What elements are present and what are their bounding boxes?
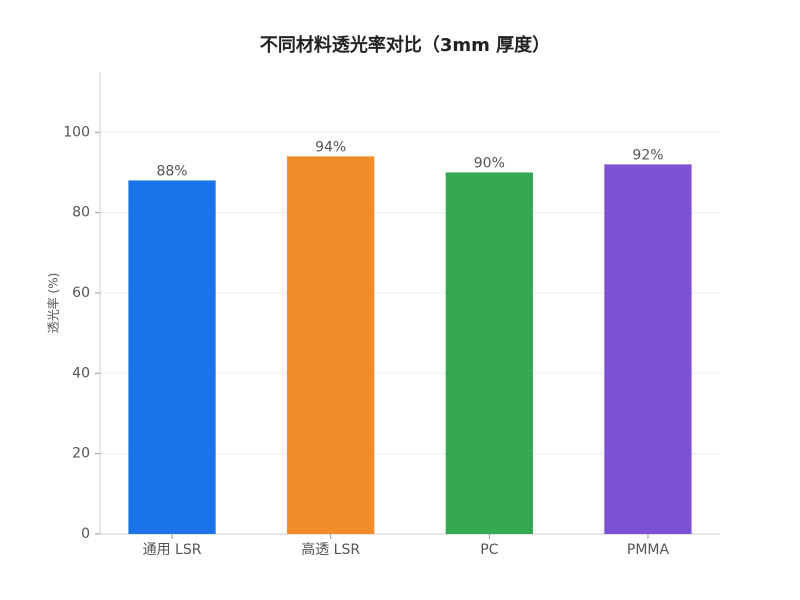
bar: [604, 164, 692, 534]
y-tick-label: 0: [81, 526, 90, 542]
bar: [128, 180, 216, 535]
bar: [287, 156, 375, 534]
y-tick-label: 40: [72, 365, 90, 381]
bar: [445, 172, 533, 534]
value-label: 92%: [632, 147, 663, 163]
x-tick-label: 高透 LSR: [301, 541, 360, 558]
y-tick-label: 100: [63, 124, 90, 140]
x-tick-label: PMMA: [627, 542, 670, 558]
x-tick-label: 通用 LSR: [143, 542, 202, 558]
value-label: 94%: [315, 139, 346, 155]
y-axis-label: 透光率 (%): [46, 273, 61, 334]
value-label: 88%: [156, 163, 187, 179]
x-tick-label: PC: [480, 542, 498, 558]
y-tick-label: 80: [72, 205, 90, 221]
y-tick-label: 20: [72, 446, 90, 462]
chart-title: 不同材料透光率对比（3mm 厚度）: [260, 34, 550, 56]
value-label: 90%: [474, 155, 505, 171]
y-tick-label: 60: [72, 285, 90, 301]
